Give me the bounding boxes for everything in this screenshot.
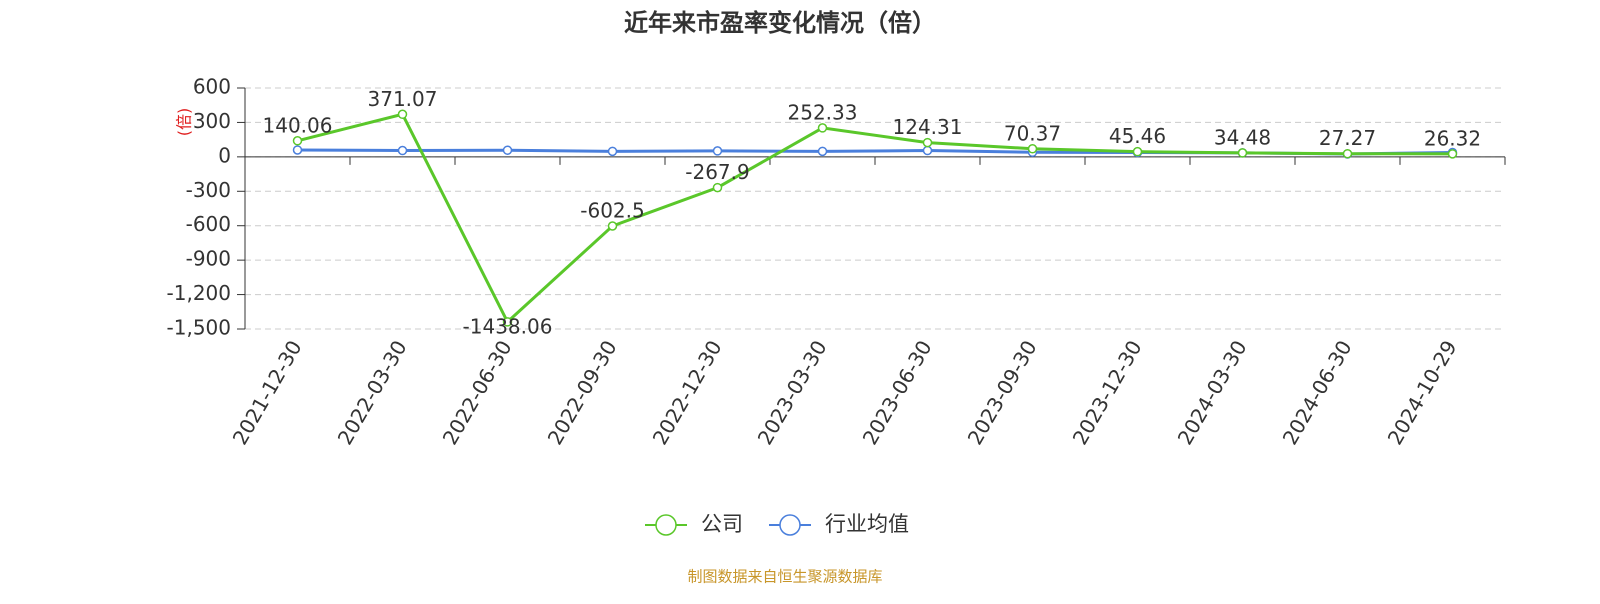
data-label: 70.37: [1004, 121, 1061, 145]
series-line: [297, 112, 1453, 325]
y-tick-label: -300: [186, 178, 231, 202]
x-tick-label: 2024-03-30: [1173, 336, 1252, 449]
x-tick-label: 2021-12-30: [228, 336, 307, 449]
data-point: [397, 145, 408, 156]
legend-label: 行业均值: [825, 512, 909, 536]
data-point: [922, 137, 933, 148]
data-label: 34.48: [1214, 125, 1271, 149]
data-point: [922, 145, 933, 156]
legend-label: 公司: [701, 512, 743, 536]
data-point: [1132, 146, 1143, 157]
legend-marker: [655, 514, 677, 536]
data-point: [607, 146, 618, 157]
data-point: [712, 182, 723, 193]
data-label: 124.31: [893, 115, 963, 139]
y-tick-label: -1,500: [167, 316, 231, 340]
x-tick-label: 2024-10-29: [1383, 336, 1462, 449]
data-point: [292, 145, 303, 155]
y-tick-label: -900: [186, 247, 231, 271]
data-label: 26.32: [1424, 126, 1481, 150]
data-point: [1237, 148, 1248, 158]
y-tick-label: 0: [218, 143, 231, 167]
data-label: 371.07: [368, 87, 438, 111]
y-axis-label: (倍): [175, 108, 194, 137]
y-tick-label: 300: [193, 109, 231, 133]
legend-item: 公司: [645, 512, 743, 536]
x-tick-label: 2023-03-30: [753, 336, 832, 449]
data-point: [1342, 148, 1353, 159]
y-tick-label: -1,200: [167, 281, 231, 305]
legend-marker: [779, 514, 801, 536]
legend-item: 行业均值: [769, 512, 909, 536]
data-label: -602.5: [580, 199, 644, 223]
source-note: 制图数据来自恒生聚源数据库: [687, 568, 882, 586]
data-point: [712, 146, 723, 156]
data-point: [1027, 144, 1038, 154]
data-label: 140.06: [263, 113, 333, 137]
chart-title: 近年来市盈率变化情况（倍）: [624, 9, 936, 37]
x-tick-label: 2023-12-30: [1068, 336, 1147, 449]
data-label: -1438.06: [463, 314, 553, 338]
x-tick-label: 2024-06-30: [1278, 336, 1357, 449]
data-point: [502, 145, 513, 155]
x-tick-label: 2022-12-30: [648, 336, 727, 449]
data-label: -267.9: [685, 160, 749, 184]
data-point: [607, 221, 618, 231]
data-point: [502, 317, 513, 327]
data-point: [292, 136, 303, 146]
y-tick-label: 600: [193, 75, 231, 99]
x-tick-label: 2023-06-30: [858, 336, 937, 449]
data-point: [1447, 149, 1458, 159]
data-point: [817, 146, 828, 157]
data-point: [817, 123, 828, 133]
y-tick-label: -600: [186, 212, 231, 236]
data-point: [397, 109, 408, 120]
data-label: 252.33: [788, 100, 858, 124]
x-tick-label: 2022-06-30: [438, 336, 517, 449]
data-label: 45.46: [1109, 124, 1166, 148]
x-tick-label: 2023-09-30: [963, 336, 1042, 449]
data-label: 27.27: [1319, 126, 1376, 150]
x-tick-label: 2022-03-30: [333, 336, 412, 449]
x-tick-label: 2022-09-30: [543, 336, 622, 449]
